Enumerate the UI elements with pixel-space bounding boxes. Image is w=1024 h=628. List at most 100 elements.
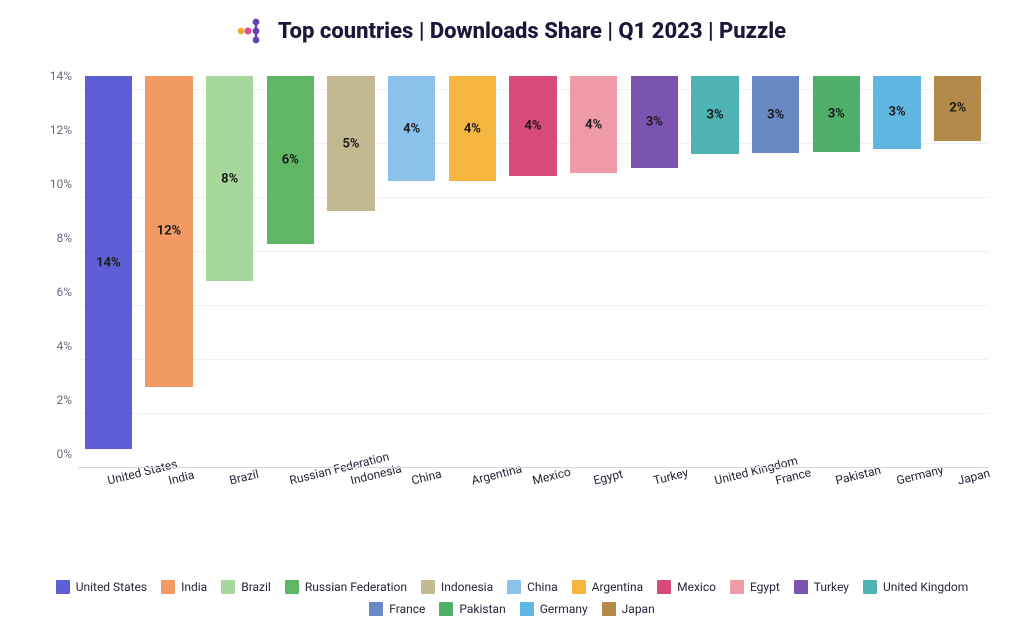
bar-slot: 8%Brazil [199, 76, 260, 468]
bar-value-label: 4% [524, 119, 541, 134]
legend-swatch [520, 602, 534, 616]
legend-label: Japan [622, 602, 655, 616]
bar: 12% [145, 76, 192, 387]
bar-slot: 4%Egypt [563, 76, 624, 468]
bar-value-label: 6% [282, 152, 299, 167]
bar: 3% [691, 76, 738, 154]
y-tick-label: 12% [34, 123, 72, 137]
legend-label: United Kingdom [883, 580, 968, 594]
bar-slot: 3%United Kingdom [685, 76, 746, 468]
y-tick-label: 14% [34, 69, 72, 83]
legend-label: Egypt [750, 580, 780, 594]
y-tick-label: 10% [34, 177, 72, 191]
bar-slot: 5%Indonesia [321, 76, 382, 468]
legend-item: Mexico [657, 580, 716, 594]
legend-swatch [421, 580, 435, 594]
bar-slot: 12%India [139, 76, 200, 468]
legend-item: United Kingdom [863, 580, 968, 594]
legend-swatch [507, 580, 521, 594]
bar-value-label: 8% [221, 171, 238, 186]
legend-label: India [181, 580, 207, 594]
legend-label: Argentina [592, 580, 644, 594]
legend-swatch [221, 580, 235, 594]
legend-item: Japan [602, 602, 655, 616]
legend-swatch [161, 580, 175, 594]
bar: 4% [509, 76, 556, 176]
legend-swatch [572, 580, 586, 594]
bar: 8% [206, 76, 253, 281]
title-row: Top countries | Downloads Share | Q1 202… [24, 18, 1000, 44]
bar-value-label: 5% [342, 136, 359, 151]
x-axis-line [78, 467, 988, 468]
legend-label: Pakistan [459, 602, 505, 616]
x-axis-label: Japan [956, 466, 991, 488]
legend-swatch [56, 580, 70, 594]
legend-item: India [161, 580, 207, 594]
legend-label: China [527, 580, 558, 594]
legend-item: China [507, 580, 558, 594]
bar: 4% [449, 76, 496, 181]
bars-container: 14%United States12%India8%Brazil6%Russia… [78, 76, 988, 468]
bar: 14% [85, 76, 132, 449]
legend-swatch [794, 580, 808, 594]
legend-item: Russian Federation [285, 580, 407, 594]
bar: 3% [631, 76, 678, 168]
legend-item: Argentina [572, 580, 644, 594]
legend-item: France [369, 602, 425, 616]
bar: 5% [327, 76, 374, 211]
legend-label: Turkey [814, 580, 849, 594]
chart-title: Top countries | Downloads Share | Q1 202… [278, 19, 786, 44]
y-tick-label: 0% [34, 447, 72, 461]
x-axis-label: Mexico [531, 465, 572, 488]
bar-slot: 6%Russian Federation [260, 76, 321, 468]
bar-value-label: 2% [949, 101, 966, 116]
bar-value-label: 3% [828, 106, 845, 121]
bar: 3% [873, 76, 920, 149]
bar-value-label: 4% [403, 121, 420, 136]
chart: 0% 2% 4% 6% 8% 10% 12% 14% 14%United States12%I… [24, 52, 1000, 568]
bar-slot: 3%Turkey [624, 76, 685, 468]
legend-label: Brazil [241, 580, 271, 594]
bar-slot: 3%France [745, 76, 806, 468]
x-axis-label: Egypt [592, 467, 624, 488]
legend-swatch [439, 602, 453, 616]
bar-slot: 4%China [381, 76, 442, 468]
legend-swatch [602, 602, 616, 616]
legend-label: United States [76, 580, 147, 594]
y-tick-label: 6% [34, 285, 72, 299]
bar-slot: 4%Mexico [503, 76, 564, 468]
legend: United States India Brazil Russian Federati… [24, 580, 1000, 616]
legend-label: France [389, 602, 425, 616]
y-tick-label: 2% [34, 393, 72, 407]
legend-label: Indonesia [441, 580, 493, 594]
x-axis-label: China [410, 467, 443, 488]
bar: 4% [388, 76, 435, 181]
bar-value-label: 3% [707, 108, 724, 123]
legend-item: Brazil [221, 580, 271, 594]
bar-slot: 4%Argentina [442, 76, 503, 468]
brand-logo-icon [238, 18, 264, 44]
legend-swatch [657, 580, 671, 594]
legend-swatch [863, 580, 877, 594]
bar-slot: 14%United States [78, 76, 139, 468]
bar-value-label: 4% [585, 117, 602, 132]
legend-swatch [730, 580, 744, 594]
bar: 6% [267, 76, 314, 244]
y-tick-label: 4% [34, 339, 72, 353]
bar-slot: 3%Pakistan [806, 76, 867, 468]
legend-label: Mexico [677, 580, 716, 594]
bar: 3% [752, 76, 799, 153]
x-axis-label: Brazil [228, 467, 260, 488]
bar: 3% [813, 76, 860, 152]
legend-item: United States [56, 580, 147, 594]
bar-value-label: 4% [464, 121, 481, 136]
bar: 2% [934, 76, 981, 141]
legend-label: Germany [540, 602, 588, 616]
page: Top countries | Downloads Share | Q1 202… [0, 0, 1024, 628]
bar-value-label: 14% [96, 255, 121, 270]
legend-item: Germany [520, 602, 588, 616]
legend-item: Pakistan [439, 602, 505, 616]
legend-item: Indonesia [421, 580, 493, 594]
bar-slot: 2%Japan [927, 76, 988, 468]
x-axis-label: Turkey [652, 465, 690, 487]
